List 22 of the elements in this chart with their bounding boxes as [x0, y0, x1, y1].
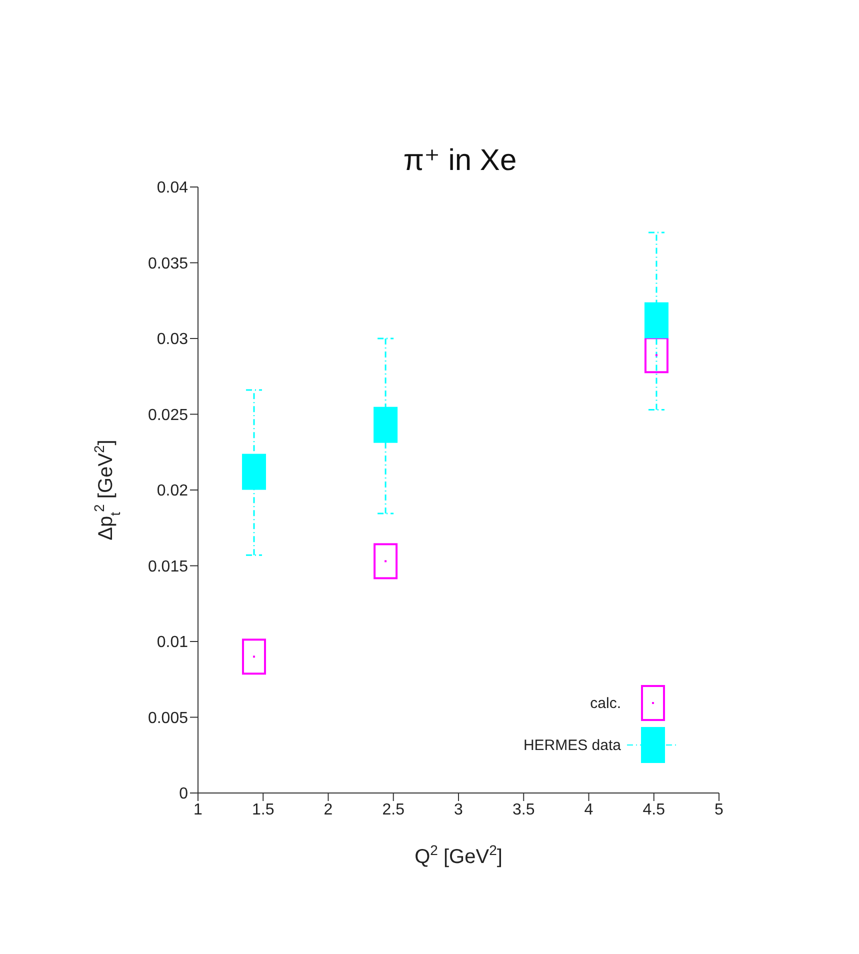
x-tick-label: 1.5 — [252, 801, 274, 818]
y-tick-label: 0.03 — [156, 331, 188, 348]
x-tick-label: 3.5 — [512, 801, 535, 818]
y-tick-label: 0.005 — [148, 710, 188, 727]
legend-label: HERMES data — [523, 736, 621, 754]
y-tick-label: 0 — [179, 786, 188, 803]
x-axis-title: Q$^{2}$ [GeV$^{2}$] — [414, 842, 502, 868]
x-tick-label: 5 — [714, 801, 724, 818]
y-tick-label: 0.025 — [148, 406, 188, 424]
y-tick-label: 0.015 — [148, 558, 188, 576]
y-tick-label: 0.04 — [156, 180, 188, 197]
chart-title: π⁺ in Xe — [403, 144, 517, 177]
x-tick-label: 3 — [454, 801, 464, 818]
x-tick-label: 4 — [584, 801, 594, 818]
legend-label: calc. — [590, 694, 621, 712]
x-tick-label: 4.5 — [642, 801, 666, 818]
y-tick-label: 0.02 — [156, 482, 188, 500]
x-tick-label: 2 — [324, 801, 333, 818]
y-tick-label: 0.035 — [148, 255, 188, 272]
y-tick-label: 0.01 — [156, 634, 188, 652]
x-tick-label: 1 — [194, 801, 203, 818]
x-tick-label: 2.5 — [382, 801, 405, 818]
